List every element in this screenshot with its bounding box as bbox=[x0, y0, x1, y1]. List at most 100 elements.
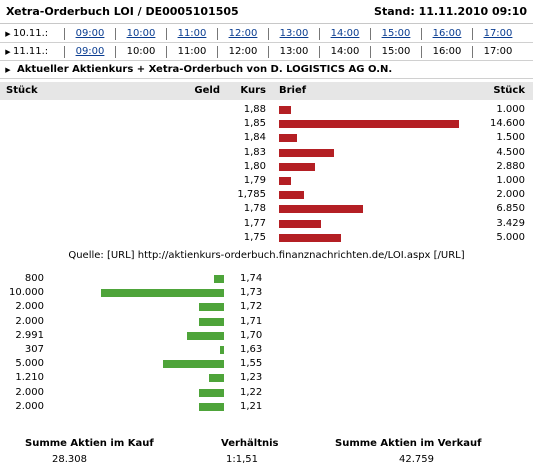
sell-stueck: 14.600 bbox=[490, 118, 525, 130]
buy-volume-bar bbox=[214, 275, 224, 283]
buy-stueck: 2.000 bbox=[15, 315, 44, 327]
time-slot-link[interactable]: 09:00 bbox=[64, 45, 115, 58]
time-slot-link: 14:00 bbox=[319, 45, 370, 58]
buy-kurs: 1,73 bbox=[240, 287, 263, 299]
buy-kurs: 1,21 bbox=[240, 400, 263, 412]
sum-verkauf-value: 42.759 bbox=[399, 454, 434, 465]
time-slot-link: 11:00 bbox=[166, 45, 217, 58]
sell-volume-bar bbox=[279, 148, 335, 157]
buy-stueck: 10.000 bbox=[9, 287, 44, 299]
buy-volume-bar bbox=[187, 331, 224, 340]
info-bar[interactable]: ▶ Aktueller Aktienkurs + Xetra-Orderbuch… bbox=[0, 61, 533, 79]
sum-kauf-label: Summe Aktien im Kauf bbox=[25, 438, 154, 449]
time-slot-link: 13:00 bbox=[268, 45, 319, 58]
sell-volume-bar bbox=[279, 134, 298, 143]
buy-kurs: 1,55 bbox=[240, 358, 263, 370]
sell-stueck: 6.850 bbox=[496, 203, 525, 215]
sell-volume-bar bbox=[279, 177, 292, 185]
sell-kurs: 1,785 bbox=[237, 189, 266, 201]
sell-volume-bar bbox=[279, 120, 459, 129]
sell-stueck: 5.000 bbox=[496, 231, 525, 243]
ratio-label: Verhältnis bbox=[221, 438, 279, 449]
time-slot-link[interactable]: 12:00 bbox=[217, 27, 268, 40]
sell-kurs: 1,77 bbox=[243, 217, 266, 229]
triangle-right-icon[interactable]: ▶ bbox=[5, 29, 11, 38]
time-slot-link: 15:00 bbox=[370, 45, 421, 58]
buy-kurs: 1,22 bbox=[240, 386, 263, 398]
buy-kurs: 1,74 bbox=[240, 273, 263, 284]
title-bar: Xetra-Orderbuch LOI / DE0005101505 Stand… bbox=[0, 0, 533, 24]
buy-stueck: 2.000 bbox=[15, 400, 44, 412]
buy-kurs: 1,70 bbox=[240, 329, 263, 341]
buy-volume-bar bbox=[162, 360, 224, 369]
buy-volume-bar bbox=[209, 374, 224, 383]
sell-stueck: 3.429 bbox=[496, 217, 525, 229]
sum-verkauf-label: Summe Aktien im Verkauf bbox=[335, 438, 482, 449]
header-geld: Geld bbox=[194, 85, 220, 96]
stand-timestamp: Stand: 11.11.2010 09:10 bbox=[374, 5, 527, 18]
buy-kurs: 1,23 bbox=[240, 372, 263, 384]
sell-kurs: 1,88 bbox=[243, 104, 266, 115]
buy-stueck: 2.000 bbox=[15, 301, 44, 313]
time-row: ▶ 10.11.: 09:00 10:00 11:00 12:00 13:00 14:00 15… bbox=[0, 25, 533, 43]
sell-kurs: 1,83 bbox=[243, 146, 266, 158]
buy-volume-bar bbox=[199, 402, 224, 411]
sell-stueck: 2.000 bbox=[496, 189, 525, 201]
buy-kurs: 1,72 bbox=[240, 301, 263, 313]
buy-stueck: 5.000 bbox=[15, 358, 44, 370]
header-stueck-right: Stück bbox=[493, 85, 525, 96]
buy-stueck: 1.210 bbox=[15, 372, 44, 384]
header-kurs: Kurs bbox=[240, 85, 266, 96]
page-title: Xetra-Orderbuch LOI / DE0005101505 bbox=[6, 5, 239, 18]
time-slot-link[interactable]: 09:00 bbox=[64, 27, 115, 40]
triangle-right-icon[interactable]: ▶ bbox=[5, 47, 11, 56]
sell-stueck: 2.880 bbox=[496, 160, 525, 172]
time-slot-link[interactable]: 15:00 bbox=[370, 27, 421, 40]
sum-kauf-value: 28.308 bbox=[52, 454, 87, 465]
sell-stueck: 4.500 bbox=[496, 146, 525, 158]
sell-volume-bar bbox=[279, 219, 322, 228]
buy-stueck: 2.000 bbox=[15, 386, 44, 398]
sell-volume-bar bbox=[279, 106, 292, 114]
column-header: Stück Geld Kurs Brief Stück bbox=[0, 82, 533, 100]
sell-kurs: 1,75 bbox=[243, 231, 266, 243]
time-slot-link[interactable]: 10:00 bbox=[115, 27, 166, 40]
sell-kurs: 1,79 bbox=[243, 175, 266, 186]
sell-kurs: 1,84 bbox=[243, 132, 266, 144]
triangle-right-icon: ▶ bbox=[5, 65, 11, 74]
sell-volume-bar bbox=[279, 205, 364, 214]
buy-stueck: 307 bbox=[24, 344, 44, 355]
time-slot-link[interactable]: 13:00 bbox=[268, 27, 319, 40]
buy-volume-bar bbox=[199, 317, 224, 326]
time-slot-link[interactable]: 14:00 bbox=[319, 27, 370, 40]
header-stueck-left: Stück bbox=[6, 85, 38, 96]
sell-kurs: 1,85 bbox=[243, 118, 266, 130]
time-slot-link: 10:00 bbox=[115, 45, 166, 58]
sell-stueck: 1.000 bbox=[496, 104, 525, 115]
source-note: Quelle: [URL] http://aktienkurs-orderbuc… bbox=[68, 250, 465, 261]
time-slot-link[interactable]: 17:00 bbox=[472, 27, 523, 40]
buy-volume-bar bbox=[199, 303, 224, 312]
sell-stueck: 1.000 bbox=[496, 175, 525, 186]
ratio-value: 1:1,51 bbox=[226, 454, 258, 465]
time-row-date: 11.11.: bbox=[13, 46, 49, 57]
time-slot-link: 17:00 bbox=[472, 45, 523, 58]
buy-kurs: 1,63 bbox=[240, 344, 263, 355]
sell-volume-bar bbox=[279, 191, 304, 200]
buy-kurs: 1,71 bbox=[240, 315, 263, 327]
time-row-date: 10.11.: bbox=[13, 28, 49, 39]
buy-volume-bar bbox=[101, 289, 224, 298]
sell-stueck: 1.500 bbox=[496, 132, 525, 144]
time-row: ▶ 11.11.: 09:00 10:00 11:00 12:00 13:00 14:00 15… bbox=[0, 43, 533, 61]
header-brief: Brief bbox=[279, 85, 307, 96]
sell-kurs: 1,80 bbox=[243, 160, 266, 172]
time-slot-link[interactable]: 16:00 bbox=[421, 27, 472, 40]
time-slot-link: 16:00 bbox=[421, 45, 472, 58]
sell-volume-bar bbox=[279, 162, 315, 171]
time-slot-link: 12:00 bbox=[217, 45, 268, 58]
sell-kurs: 1,78 bbox=[243, 203, 266, 215]
buy-stueck: 2.991 bbox=[15, 329, 44, 341]
buy-volume-bar bbox=[220, 346, 224, 354]
sell-volume-bar bbox=[279, 233, 341, 242]
time-slot-link[interactable]: 11:00 bbox=[166, 27, 217, 40]
